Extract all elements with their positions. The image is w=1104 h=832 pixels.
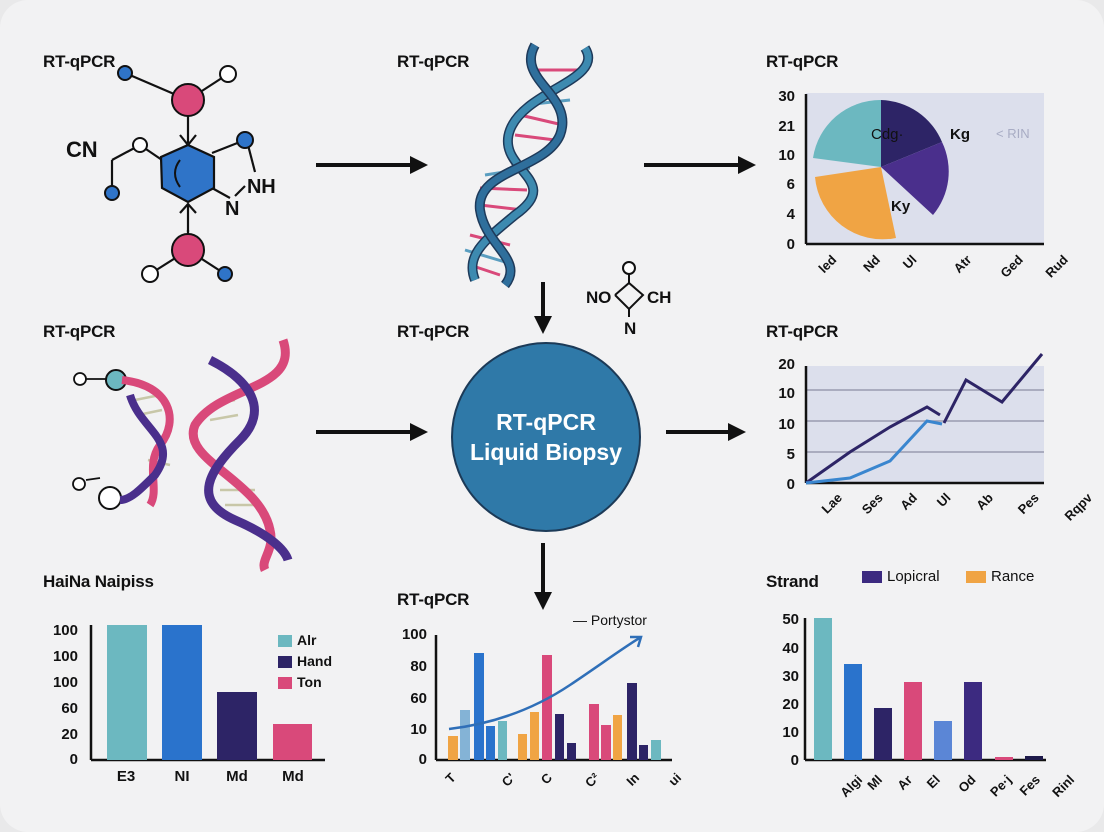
bar-right-ytick: 10 bbox=[782, 724, 799, 741]
dna-helix-icon bbox=[464, 42, 593, 289]
bar-right-legend-item: Rance bbox=[966, 568, 1034, 585]
hub-line-1: RT-qPCR bbox=[496, 409, 596, 435]
hub-line-2: Liquid Biopsy bbox=[469, 439, 623, 465]
bar-left-xtick: Md bbox=[226, 768, 248, 785]
pie-ytick: 10 bbox=[778, 147, 795, 164]
line-ytick: 10 bbox=[778, 385, 795, 402]
line-title: RT-qPCR bbox=[766, 322, 839, 341]
bar-right-ytick: 50 bbox=[782, 611, 799, 628]
atom-no: NO bbox=[586, 288, 612, 307]
bar-left-title: HaiNa Naipiss bbox=[43, 572, 154, 591]
atom-n-small: N bbox=[624, 319, 637, 338]
bar-left-xtick: Md bbox=[282, 768, 304, 785]
bar-center-ytick: 100 bbox=[401, 626, 427, 643]
pie-ytick: 21 bbox=[778, 118, 795, 135]
bar-left-ytick: 20 bbox=[61, 726, 78, 743]
pie-slice-label: Cdg· bbox=[871, 126, 904, 143]
pie-slice-label: Kg bbox=[950, 126, 970, 143]
dna-double-helix-icon bbox=[72, 338, 293, 573]
bar-center-chart bbox=[434, 635, 672, 762]
bar-center-ytick: 10 bbox=[410, 721, 427, 738]
molecule-structure-icon bbox=[104, 65, 257, 283]
dna-top-title: RT-qPCR bbox=[397, 52, 470, 71]
bar-left-legend-item: Alr bbox=[278, 632, 316, 648]
pie-ytick: 0 bbox=[786, 236, 795, 253]
molecule-title: RT-qPCR bbox=[43, 52, 116, 71]
pie-ytick: 4 bbox=[786, 206, 795, 223]
bar-center-ytick: 0 bbox=[418, 751, 427, 768]
bar-right-legend-item: Lopicral bbox=[862, 568, 940, 585]
bar-left-chart bbox=[89, 625, 325, 762]
pie-ytick: 30 bbox=[778, 88, 795, 105]
small-molecule-icon bbox=[614, 261, 645, 317]
line-ytick: 10 bbox=[778, 416, 795, 433]
bar-left-ytick: 60 bbox=[61, 700, 78, 717]
liquid-biopsy-hub: RT-qPCR Liquid Biopsy bbox=[451, 342, 641, 532]
bar-left-legend-item: Ton bbox=[278, 674, 322, 690]
bar-right-title: Strand bbox=[766, 572, 819, 591]
bar-left-legend-item: Hand bbox=[278, 653, 332, 669]
bar-left-ytick: 100 bbox=[52, 674, 78, 691]
bar-left-ytick: 0 bbox=[69, 751, 78, 768]
line-chart bbox=[804, 353, 1044, 485]
pie-title: RT-qPCR bbox=[766, 52, 839, 71]
bar-left-xtick: NI bbox=[174, 768, 190, 785]
bar-right-ytick: 30 bbox=[782, 668, 799, 685]
bar-right-ytick: 20 bbox=[782, 696, 799, 713]
atom-cn: CN bbox=[66, 137, 98, 162]
bar-center-ytick: 80 bbox=[410, 658, 427, 675]
bar-right-ytick: 0 bbox=[790, 752, 799, 769]
bar-center-ytick: 60 bbox=[410, 690, 427, 707]
bar-left-xtick: E3 bbox=[116, 768, 136, 785]
pie-chart bbox=[804, 94, 1044, 246]
line-ytick: 0 bbox=[786, 476, 795, 493]
bar-center-title: RT-qPCR bbox=[397, 590, 470, 609]
line-ytick: 20 bbox=[778, 356, 795, 373]
line-ytick: 5 bbox=[786, 446, 795, 463]
bar-left-ytick: 100 bbox=[52, 622, 78, 639]
dna-left-title: RT-qPCR bbox=[43, 322, 116, 341]
bar-center-legend: — Portystor bbox=[573, 612, 647, 628]
bar-right-chart bbox=[803, 618, 1046, 762]
pie-slice-label: Ky bbox=[891, 198, 911, 215]
pie-annotation: < RIN bbox=[996, 126, 1030, 141]
bar-left-ytick: 100 bbox=[52, 648, 78, 665]
bar-right-ytick: 40 bbox=[782, 640, 799, 657]
atom-n: N bbox=[225, 198, 240, 220]
pie-ytick: 6 bbox=[786, 176, 795, 193]
hub-panel-title: RT-qPCR bbox=[397, 322, 470, 341]
atom-nh: NH bbox=[247, 176, 276, 198]
atom-ch: CH bbox=[647, 288, 672, 307]
